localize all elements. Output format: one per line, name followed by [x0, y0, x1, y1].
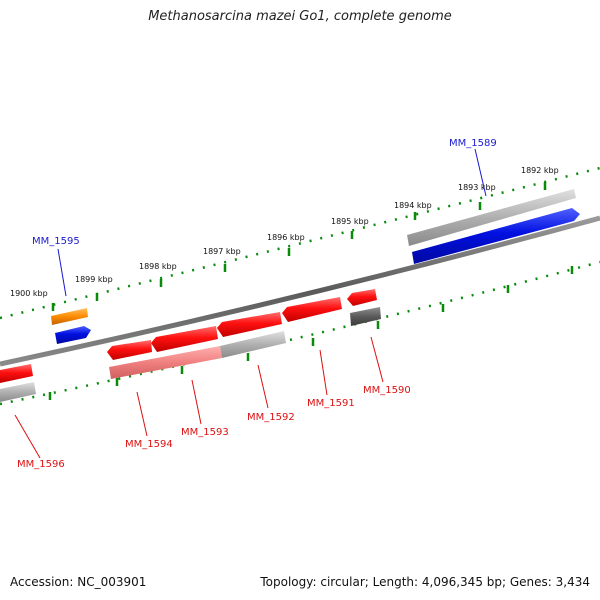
scale-label: 1899 kbp — [75, 275, 113, 284]
scale-label: 1895 kbp — [331, 217, 369, 226]
gene-arrow-mm1595[interactable] — [55, 326, 91, 344]
leader-lines — [14, 148, 487, 459]
gene-arrow-mm1593[interactable] — [151, 326, 218, 352]
gene-bar-pink[interactable] — [109, 346, 222, 379]
gene-bar-gray[interactable] — [407, 189, 576, 246]
gene-arrow-mm1590[interactable] — [347, 289, 377, 306]
gene-label-mm1592[interactable]: MM_1592 — [247, 412, 295, 423]
gene-labels: MM_1589 MM_1595 MM_1590 MM_1591 MM_1592 … — [17, 138, 497, 470]
scale-label: 1896 kbp — [267, 233, 305, 242]
gene-arrow-mm1596[interactable] — [0, 364, 33, 383]
gene-label-mm1596[interactable]: MM_1596 — [17, 459, 65, 470]
genome-backbone — [0, 215, 600, 367]
scale-label: 1900 kbp — [10, 289, 48, 298]
scale-labels: 1900 kbp 1899 kbp 1898 kbp 1897 kbp 1896… — [10, 166, 559, 298]
gene-arrow-mm1592[interactable] — [217, 312, 282, 337]
reverse-genes — [0, 289, 381, 402]
map-title: Methanosarcina mazei Go1, complete genom… — [148, 9, 452, 24]
genome-summary-text: Topology: circular; Length: 4,096,345 bp… — [260, 575, 590, 589]
outer-major-ticks — [51, 182, 547, 311]
gene-arrow-mm1591[interactable] — [282, 297, 342, 322]
outer-scale-track — [0, 166, 600, 320]
gene-bar-gray-left[interactable] — [0, 382, 36, 402]
gene-label-mm1593[interactable]: MM_1593 — [181, 427, 229, 438]
scale-label: 1894 kbp — [394, 201, 432, 210]
scale-label: 1892 kbp — [521, 166, 559, 175]
gene-bar-orange[interactable] — [51, 308, 88, 325]
gene-bar-dark[interactable] — [350, 307, 381, 326]
accession-text: Accession: NC_003901 — [10, 575, 147, 589]
gene-label-mm1589[interactable]: MM_1589 — [449, 138, 497, 149]
inner-major-ticks — [48, 266, 574, 400]
gene-bar-gray-lower[interactable] — [220, 331, 286, 358]
gene-arrow-mm1589[interactable] — [412, 208, 580, 264]
gene-label-mm1595[interactable]: MM_1595 — [32, 236, 80, 247]
forward-genes — [51, 189, 580, 344]
gene-label-mm1594[interactable]: MM_1594 — [125, 439, 173, 450]
gene-label-mm1591[interactable]: MM_1591 — [307, 398, 355, 409]
gene-label-mm1590[interactable]: MM_1590 — [363, 385, 411, 396]
scale-label: 1898 kbp — [139, 262, 177, 271]
scale-label: 1893 kbp — [458, 183, 496, 192]
scale-label: 1897 kbp — [203, 247, 241, 256]
gene-arrow-mm1594[interactable] — [107, 340, 152, 360]
inner-scale-track — [0, 260, 600, 406]
